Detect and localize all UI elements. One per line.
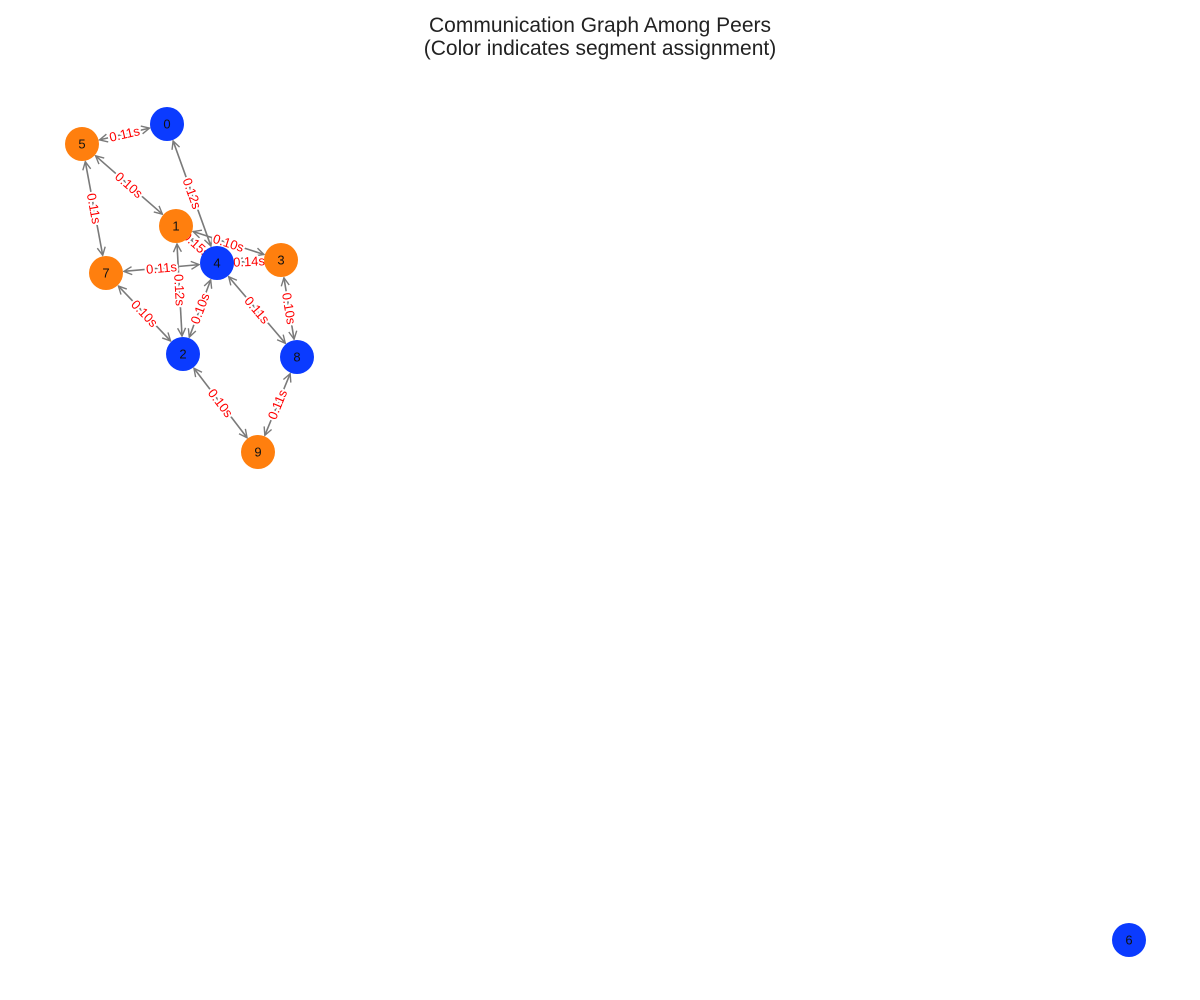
node-circle [65,127,99,161]
edge-label-text: 0.14s [233,253,266,269]
node-label: 5 [78,137,85,152]
edge-label-halo: 0.12s [171,274,188,307]
edge-5-7 [85,162,102,256]
node-label: 6 [1125,933,1132,948]
edge-4-3 [235,261,263,262]
edge-4-8 [229,277,286,344]
node-label: 8 [293,350,300,365]
node-label: 1 [172,219,179,234]
edge-4-2 [189,280,210,337]
node-circle [200,246,234,280]
edge-label-text: 0.11s [108,123,142,145]
node-circle [89,256,123,290]
edge-label-halo: 0.14s [233,253,266,269]
edge-7-2 [118,286,170,341]
node-circle [264,243,298,277]
edge-label-text: 0.10s [279,292,299,326]
edge-5-0 [100,128,150,140]
edge-4-7 [124,265,199,272]
edge-label-text: 0.12s [180,176,205,211]
node-circle [241,435,275,469]
edge-label-halo: 0.11s [145,259,178,277]
node-circle [150,107,184,141]
edge-0-4 [173,141,211,246]
node-8: 8 [280,340,314,374]
edge-label-text: 0.11s [241,293,273,327]
chart-title: Communication Graph Among Peers (Color i… [0,14,1200,60]
node-1: 1 [159,209,193,243]
edge-3-8 [284,278,294,339]
edge-5-1 [96,156,163,214]
node-circle [159,209,193,243]
edge-1-3 [193,232,264,255]
node-label: 4 [213,256,220,271]
node-label: 3 [277,253,284,268]
edge-8-9 [265,374,290,436]
nodes-layer: 0 1 2 3 4 5 6 7 8 9 [65,107,1146,957]
edges-layer [85,128,294,438]
edge-label-text: 0.10s [205,386,237,421]
node-3: 3 [264,243,298,277]
node-6: 6 [1112,923,1146,957]
node-circle [166,337,200,371]
node-7: 7 [89,256,123,290]
node-label: 7 [102,266,109,281]
node-circle [1112,923,1146,957]
node-circle [280,340,314,374]
edge-label-text: 0.11s [265,387,291,422]
node-label: 0 [163,117,170,132]
edge-2-9 [194,368,247,437]
node-9: 9 [241,435,275,469]
edge-1-2 [177,244,182,336]
node-label: 9 [254,445,261,460]
node-label: 2 [179,347,186,362]
edge-label-text: 0.12s [171,274,188,307]
edge-label-text: 0.10s [187,291,212,327]
edge-label-text: 0.11s [145,259,178,277]
node-4: 4 [200,246,234,280]
edge-label-text: 0.11s [84,192,104,226]
title-line-1: Communication Graph Among Peers [429,14,771,37]
node-0: 0 [150,107,184,141]
node-2: 2 [166,337,200,371]
node-5: 5 [65,127,99,161]
title-line-2: (Color indicates segment assignment) [423,37,777,60]
